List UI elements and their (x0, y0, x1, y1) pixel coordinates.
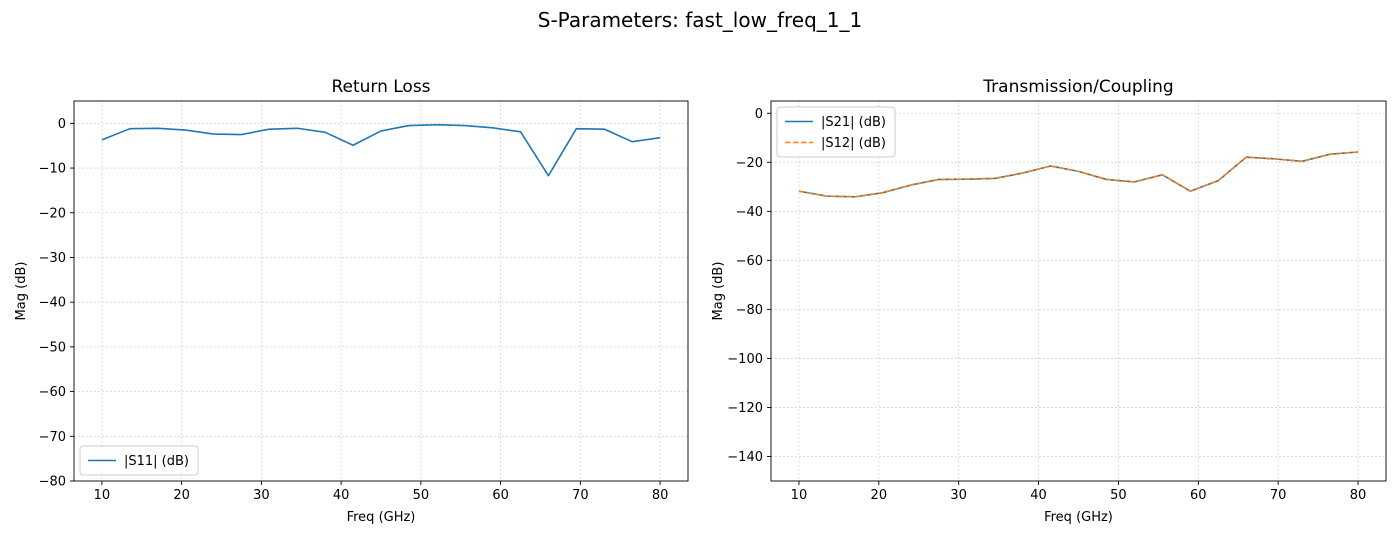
y-tick-label: −80 (39, 475, 66, 490)
x-tick-label: 20 (173, 488, 190, 503)
x-tick-label: 10 (94, 488, 111, 503)
x-tick-label: 20 (871, 488, 888, 503)
x-tick-label: 30 (253, 488, 270, 503)
y-tick-label: −10 (39, 162, 66, 177)
x-tick-label: 60 (492, 488, 509, 503)
y-axis-label: Mag (dB) (14, 262, 29, 321)
y-tick-label: −50 (39, 340, 66, 355)
x-tick-label: 40 (1030, 488, 1047, 503)
y-tick-label: 0 (58, 117, 66, 132)
y-tick-label: −40 (736, 205, 763, 220)
legend: |S21| (dB) |S12| (dB) (776, 106, 896, 158)
x-tick-label: 60 (1190, 488, 1207, 503)
y-axis-label: Mag (dB) (711, 262, 726, 321)
y-tick-label: −60 (39, 385, 66, 400)
axes-title: Return Loss (331, 77, 430, 97)
x-tick-label: 70 (572, 488, 589, 503)
legend: |S11| (dB) (79, 445, 199, 476)
axes-title: Transmission/Coupling (982, 77, 1173, 97)
legend-box (776, 106, 896, 158)
y-tick-label: 0 (755, 107, 763, 122)
y-tick-label: −30 (39, 251, 66, 266)
y-tick-label: −20 (736, 156, 763, 171)
axes-frame (770, 100, 1387, 482)
y-tick-label: −70 (39, 430, 66, 445)
y-tick-label: −20 (39, 206, 66, 221)
legend-label-2: |S12| (dB) (821, 136, 886, 151)
series-line-1 (101, 123, 661, 177)
x-tick-label: 80 (652, 488, 669, 503)
axes-transmission-coupling: 10 20 30 40 50 60 70 80 0 −20 −40 −60 −80 −100 −120 −14… (711, 77, 1387, 525)
x-tick-label: 70 (1270, 488, 1287, 503)
legend-box (79, 445, 199, 476)
x-tick-label: 30 (950, 488, 967, 503)
legend-label-1: |S21| (dB) (821, 115, 886, 130)
x-tick-label: 40 (333, 488, 350, 503)
axes-frame (73, 100, 689, 482)
figure-suptitle: S-Parameters: fast_low_freq_1_1 (538, 8, 862, 32)
y-tick-label: −80 (736, 303, 763, 318)
y-tick-label: −60 (736, 254, 763, 269)
legend-label-1: |S11| (dB) (124, 454, 189, 469)
y-tick-label: −40 (39, 296, 66, 311)
x-axis-label: Freq (GHz) (347, 510, 416, 525)
x-tick-label: 50 (413, 488, 430, 503)
y-tick-label: −100 (727, 352, 763, 367)
axes-return-loss: 10 20 30 40 50 60 70 80 0 −10 −20 −30 −40 −50 −60 −70 −8… (14, 77, 689, 525)
series-line-2 (798, 151, 1359, 198)
x-tick-label: 10 (791, 488, 808, 503)
x-tick-label: 50 (1110, 488, 1127, 503)
y-tick-label: −140 (727, 450, 763, 465)
x-tick-label: 80 (1350, 488, 1367, 503)
y-tick-label: −120 (727, 401, 763, 416)
x-axis-label: Freq (GHz) (1044, 510, 1113, 525)
